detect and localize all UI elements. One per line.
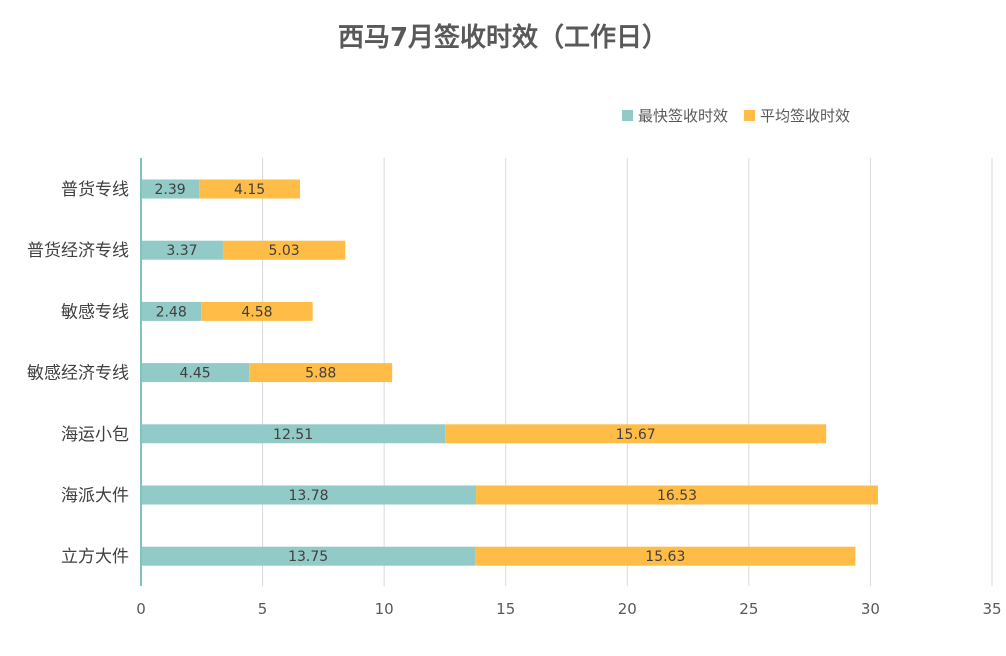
x-tick-label: 10: [375, 600, 394, 618]
data-label: 5.88: [305, 366, 336, 382]
bar-segment: [141, 363, 250, 383]
bar-segment: [222, 240, 346, 260]
category-label: 普货专线: [61, 180, 129, 200]
x-tick-label: 25: [739, 600, 758, 618]
data-label: 2.39: [154, 182, 185, 198]
legend-swatch-average: [744, 110, 755, 121]
data-label: 13.78: [288, 488, 328, 504]
data-label: 5.03: [269, 243, 300, 259]
x-tick-label: 20: [618, 600, 637, 618]
legend: 最快签收时效 平均签收时效: [622, 107, 850, 125]
bar-segment: [476, 485, 878, 505]
data-label: 3.37: [166, 243, 197, 259]
data-labels: 2.39 4.15 3.37 5.03 2.48 4.58 4.45 5.88 12.51 15.…: [154, 182, 697, 565]
bars: [141, 179, 878, 566]
chart-title: 西马7月签收时效（工作日）: [338, 22, 668, 53]
x-tick-label: 30: [861, 600, 880, 618]
category-label: 立方大件: [61, 547, 129, 567]
bar-segment: [141, 546, 476, 566]
category-label: 普货经济专线: [27, 241, 129, 261]
data-label: 15.63: [645, 549, 685, 565]
legend-label-average: 平均签收时效: [760, 107, 850, 125]
category-label: 海派大件: [61, 486, 129, 506]
bar-segment: [475, 546, 856, 566]
bar-segment: [141, 179, 200, 199]
data-label: 13.75: [288, 549, 328, 565]
x-tick-label: 15: [496, 600, 515, 618]
bar-segment: [141, 485, 477, 505]
data-label: 4.58: [241, 304, 272, 320]
bar-segment: [249, 363, 393, 383]
category-label: 海运小包: [61, 425, 129, 445]
bar-segment: [201, 301, 313, 321]
data-label: 12.51: [273, 427, 313, 443]
x-tick-label: 0: [136, 600, 146, 618]
gridlines: [262, 158, 993, 586]
data-label: 16.53: [657, 488, 697, 504]
bar-segment: [141, 240, 223, 260]
data-label: 4.15: [234, 182, 265, 198]
bar-segment: [199, 179, 301, 199]
data-label: 15.67: [616, 427, 656, 443]
category-label: 敏感专线: [61, 302, 129, 322]
x-tick-label: 35: [982, 600, 1001, 618]
legend-swatch-fastest: [622, 110, 633, 121]
bar-segment: [141, 424, 446, 444]
bar-segment: [445, 424, 827, 444]
x-axis-tick-labels: 0 5 10 15 20 25 30 35: [136, 600, 1001, 618]
x-tick-label: 5: [258, 600, 268, 618]
data-label: 2.48: [156, 304, 187, 320]
data-label: 4.45: [180, 366, 211, 382]
bar-segment: [141, 301, 202, 321]
category-label: 敏感经济专线: [27, 364, 129, 384]
legend-label-fastest: 最快签收时效: [638, 107, 728, 125]
